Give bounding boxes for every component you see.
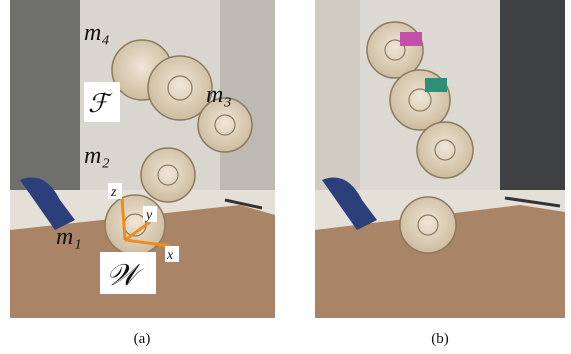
caption: (b) <box>431 331 449 347</box>
caption: (a) <box>134 331 151 347</box>
axis-label: z <box>110 185 117 200</box>
module-label: m₃ <box>206 82 232 108</box>
axis-label: x <box>166 248 174 263</box>
module-label: m₄ <box>84 20 110 46</box>
axis-label: y <box>144 208 153 223</box>
figure: m₄ m₃ m₂ m₁ ℱ 𝒲 x y z (a) (b) <box>0 0 571 354</box>
module-label: m₂ <box>84 143 110 169</box>
photo-a <box>10 0 275 318</box>
module-label: m₁ <box>56 224 82 250</box>
photo-b <box>315 0 565 318</box>
